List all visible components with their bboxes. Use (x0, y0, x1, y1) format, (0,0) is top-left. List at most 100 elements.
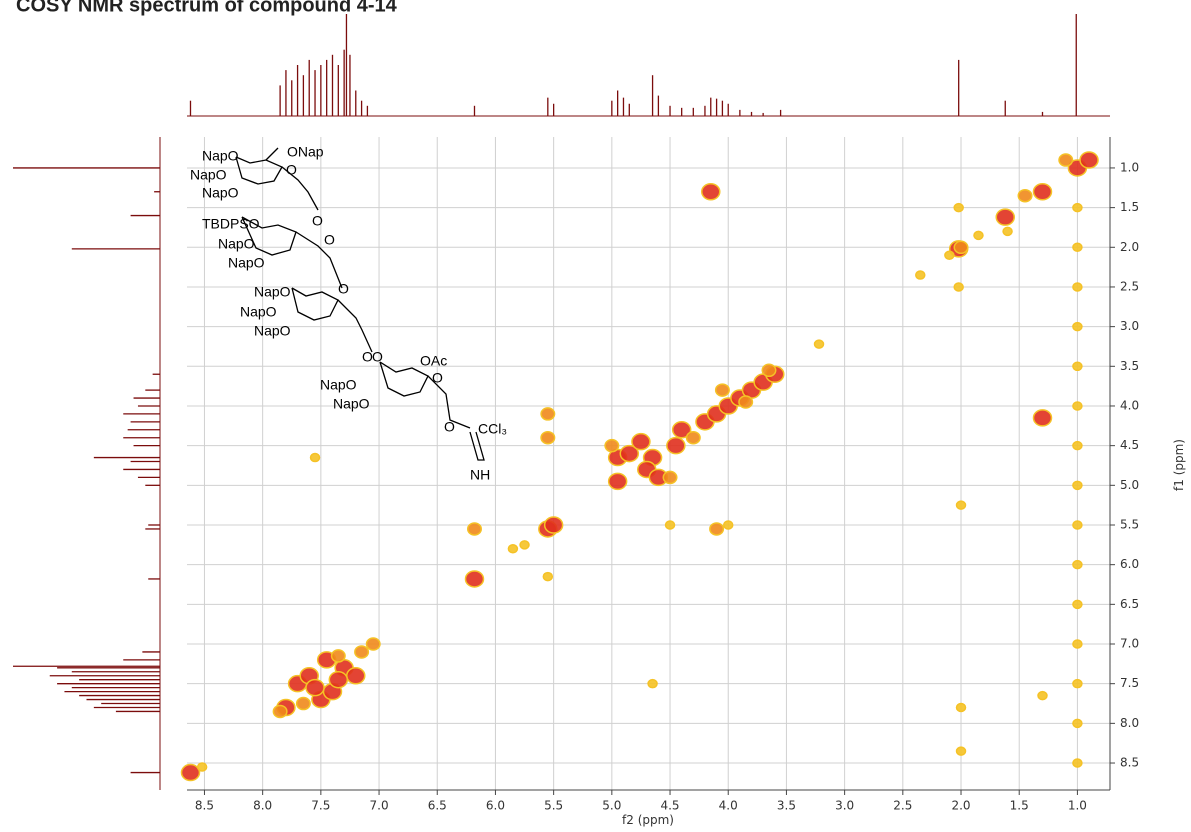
cross-peak (709, 522, 725, 536)
structure-label: O (338, 281, 349, 297)
ring-bond (241, 216, 297, 256)
cross-peak (519, 540, 530, 550)
cross-peak (1072, 599, 1083, 610)
cross-peak (1072, 440, 1083, 451)
x-tick-label: 7.5 (311, 799, 330, 813)
structure (235, 147, 485, 461)
cross-peak (671, 421, 692, 439)
y-tick-label: 2.5 (1120, 279, 1139, 293)
structure-label: NapO (190, 167, 227, 183)
cross-peak (1072, 401, 1083, 411)
structure-label: NapO (333, 396, 370, 412)
cross-peak (1058, 153, 1074, 167)
structure-label: O (444, 419, 455, 435)
cross-peak (1032, 409, 1053, 427)
structure-label: O (362, 349, 373, 365)
structure-label: O (432, 370, 443, 386)
cross-peak (953, 240, 969, 255)
cross-peak (662, 470, 678, 485)
x-tick-label: 2.0 (951, 799, 970, 813)
structure-label: NapO (228, 255, 265, 271)
cross-peak (955, 702, 967, 713)
structure-label: CCl₃ (478, 421, 507, 437)
cross-peak (507, 544, 519, 554)
cross-peak (1079, 151, 1099, 169)
x-tick-label: 6.0 (486, 799, 505, 813)
cross-peak (607, 472, 628, 491)
y-tick-label: 3.0 (1120, 319, 1139, 333)
cross-peak (1072, 242, 1083, 253)
cross-peak (346, 666, 366, 685)
cross-peak (542, 571, 554, 582)
structure-label: OAc (420, 353, 447, 369)
cross-peak (365, 637, 381, 651)
cross-peak (995, 208, 1015, 226)
structure-label: O (286, 162, 297, 178)
cross-peak (540, 407, 556, 421)
x-tick-label: 1.5 (1010, 799, 1029, 813)
y-tick-label: 7.0 (1120, 637, 1139, 651)
structure-label: TBDPSO (202, 216, 260, 232)
cross-peak (955, 500, 967, 510)
x-tick-label: 5.5 (544, 799, 563, 813)
grid (187, 137, 1110, 790)
cross-peak (272, 704, 288, 719)
cross-peak (953, 202, 964, 213)
structure-label: O (312, 213, 323, 229)
cross-peak (666, 436, 686, 455)
cross-peak (328, 670, 349, 689)
cross-peak (738, 395, 754, 409)
structure-label: NapO (240, 304, 277, 320)
cross-peak (973, 230, 984, 241)
structure-label: NapO (218, 236, 255, 252)
y-tick-label: 4.0 (1120, 398, 1139, 412)
x-tick-label: 4.5 (660, 799, 679, 813)
cross-peak (604, 438, 620, 453)
y-tick-label: 2.0 (1120, 240, 1139, 254)
cross-peak (761, 363, 777, 378)
cross-peak (944, 250, 955, 260)
y-tick-label: 4.5 (1120, 438, 1139, 452)
bond (265, 147, 279, 161)
bond (281, 166, 319, 211)
x-tick-label: 6.5 (428, 799, 447, 813)
cross-peak (1072, 282, 1083, 292)
cross-peak (295, 696, 311, 711)
x-tick-label: 3.5 (777, 799, 796, 813)
structure-label: O (372, 349, 383, 365)
y-tick-label: 7.5 (1120, 676, 1139, 690)
cross-peak (196, 762, 208, 772)
cross-peak (953, 282, 964, 292)
ring-bond (379, 361, 429, 397)
x-tick-label: 4.0 (719, 799, 738, 813)
x-tick-label: 5.0 (602, 799, 621, 813)
x-tick-label: 8.0 (253, 799, 272, 813)
cross-peak (664, 520, 676, 530)
cross-peak (1072, 361, 1083, 372)
cross-peak (1072, 520, 1083, 530)
ring-bond (291, 287, 339, 321)
structure-label: ONap (287, 144, 324, 160)
cross-peak (1072, 202, 1083, 213)
bond (337, 299, 373, 353)
cross-peak (305, 678, 325, 697)
y-tick-label: 8.5 (1120, 756, 1139, 770)
cross-peak (466, 522, 482, 536)
structure-label: NapO (254, 284, 291, 300)
cross-peak (1002, 226, 1013, 237)
y-tick-label: 6.0 (1120, 557, 1139, 571)
x-tick-label: 1.0 (1068, 799, 1087, 813)
structure-label: NapO (202, 185, 239, 201)
cross-peak (1032, 182, 1053, 201)
cross-peak (1072, 639, 1083, 649)
cross-peak (1017, 188, 1033, 203)
structure-label: NapO (254, 323, 291, 339)
y-tick-label: 5.5 (1120, 517, 1139, 531)
bond (469, 431, 485, 461)
y-tick-label: 5.0 (1120, 478, 1139, 492)
cross-peak (1072, 321, 1083, 332)
x-axis-label: f2 (ppm) (622, 813, 674, 827)
cross-peak (1072, 758, 1083, 768)
cross-peak (1072, 718, 1083, 729)
